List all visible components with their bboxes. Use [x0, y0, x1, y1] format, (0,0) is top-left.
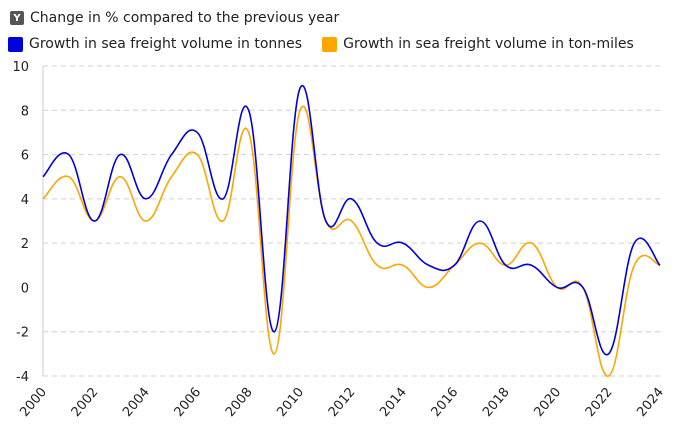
x-tick-label: 2002	[69, 385, 102, 420]
legend-swatch-ton-miles	[322, 36, 338, 52]
y-tick-label: 8	[21, 104, 29, 119]
x-tick-label: 2000	[17, 385, 50, 420]
legend-item-tonnes[interactable]: Growth in sea freight volume in tonnes	[8, 36, 302, 52]
legend-swatch-tonnes	[8, 36, 23, 52]
y-axis-icon: Y	[10, 11, 24, 25]
x-tick-label: 2016	[429, 385, 462, 420]
legend-label-tonnes: Growth in sea freight volume in tonnes	[29, 36, 303, 52]
x-tick-label: 2004	[120, 385, 153, 420]
y-tick-label: 6	[21, 149, 29, 164]
x-tick-label: 2008	[223, 385, 256, 420]
x-tick-label: 2014	[377, 385, 410, 420]
y-tick-label: 10	[12, 60, 29, 75]
legend-label-ton-miles: Growth in sea freight volume in ton-mile…	[343, 36, 634, 52]
x-tick-label: 2024	[634, 385, 667, 420]
x-tick-label: 2022	[583, 385, 616, 420]
y-tick-label: 0	[21, 281, 29, 296]
y-tick-label: 4	[21, 193, 29, 208]
y-tick-label: -2	[16, 326, 29, 341]
legend: Growth in sea freight volume in tonnes G…	[8, 36, 654, 52]
y-tick-label: 2	[21, 237, 29, 252]
x-tick-label: 2020	[531, 385, 564, 420]
x-tick-label: 2018	[480, 385, 513, 420]
series-line-tonnes	[42, 84, 661, 356]
y-tick-label: -4	[16, 370, 29, 385]
x-tick-label: 2006	[172, 385, 205, 420]
x-tick-label: 2010	[274, 385, 307, 420]
x-tick-label: 2012	[326, 385, 359, 420]
legend-item-ton-miles[interactable]: Growth in sea freight volume in ton-mile…	[322, 36, 634, 52]
y-axis-title: Y Change in % compared to the previous y…	[10, 10, 339, 26]
series-line-ton-miles	[42, 105, 661, 377]
y-axis-label: Change in % compared to the previous yea…	[30, 10, 340, 26]
